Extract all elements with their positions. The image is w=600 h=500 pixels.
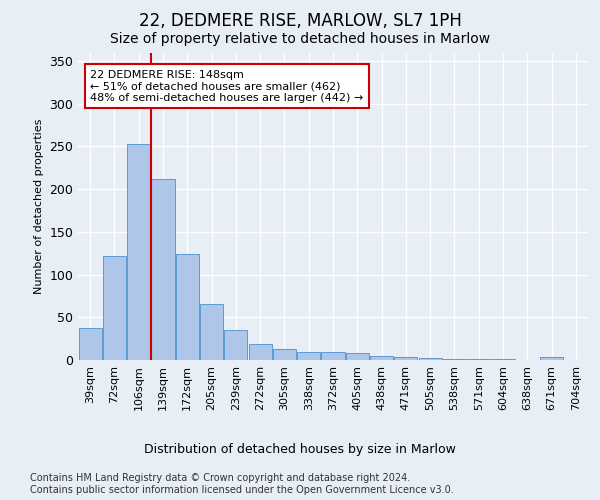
Bar: [419, 358, 442, 360]
Bar: [248, 344, 272, 360]
Bar: [224, 330, 247, 360]
Bar: [467, 359, 490, 360]
Bar: [346, 353, 369, 360]
Text: Distribution of detached houses by size in Marlow: Distribution of detached houses by size …: [144, 442, 456, 456]
Bar: [127, 144, 150, 360]
Bar: [443, 359, 466, 360]
Bar: [394, 358, 418, 360]
Bar: [151, 179, 175, 360]
Text: Size of property relative to detached houses in Marlow: Size of property relative to detached ho…: [110, 32, 490, 46]
Bar: [79, 328, 101, 360]
Bar: [491, 359, 515, 360]
Text: 22, DEDMERE RISE, MARLOW, SL7 1PH: 22, DEDMERE RISE, MARLOW, SL7 1PH: [139, 12, 461, 30]
Bar: [103, 256, 126, 360]
Bar: [297, 352, 320, 360]
Bar: [370, 356, 393, 360]
Bar: [176, 254, 199, 360]
Bar: [322, 352, 344, 360]
Text: Contains HM Land Registry data © Crown copyright and database right 2024.
Contai: Contains HM Land Registry data © Crown c…: [30, 474, 454, 495]
Bar: [273, 349, 296, 360]
Text: 22 DEDMERE RISE: 148sqm
← 51% of detached houses are smaller (462)
48% of semi-d: 22 DEDMERE RISE: 148sqm ← 51% of detache…: [91, 70, 364, 103]
Y-axis label: Number of detached properties: Number of detached properties: [34, 118, 44, 294]
Bar: [540, 356, 563, 360]
Bar: [200, 304, 223, 360]
